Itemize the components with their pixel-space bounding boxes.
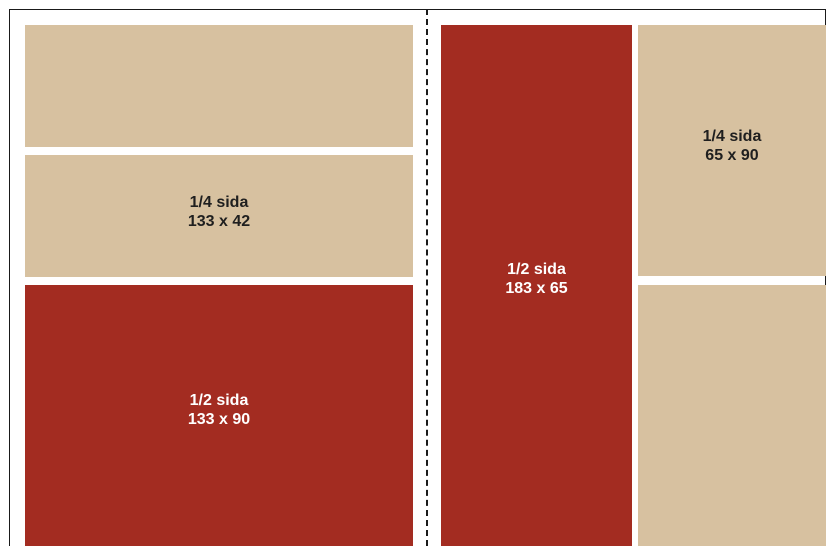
ad-slot-size: 133 x 42 [187, 213, 251, 230]
ad-slot-size: 183 x 65 [505, 279, 568, 297]
page-frame [9, 9, 826, 546]
ad-slot-size: 133 x 90 [187, 410, 251, 428]
ad-slot-quarter-page-tall: 1/4 sida 65 x 90 [638, 25, 826, 276]
ad-slot-size: 65 x 90 [705, 146, 759, 164]
ad-slot-half-page-wide: 1/2 sida 133 x 90 [25, 285, 413, 546]
ad-slot-title: 1/2 sida [189, 391, 249, 409]
ad-slot-title: 1/2 sida [507, 260, 566, 278]
ad-slot-title: 1/4 sida [702, 127, 762, 145]
ad-slot-empty-top-left [25, 25, 413, 147]
page-fold-line [426, 9, 428, 546]
ad-slot-quarter-page-wide: 1/4 sida 133 x 42 [25, 155, 413, 277]
ad-slot-title: 1/4 sida [189, 194, 249, 211]
ad-slot-half-page-tall: 1/2 sida 183 x 65 [441, 25, 632, 546]
ad-slot-empty-bottom-right [638, 285, 826, 546]
